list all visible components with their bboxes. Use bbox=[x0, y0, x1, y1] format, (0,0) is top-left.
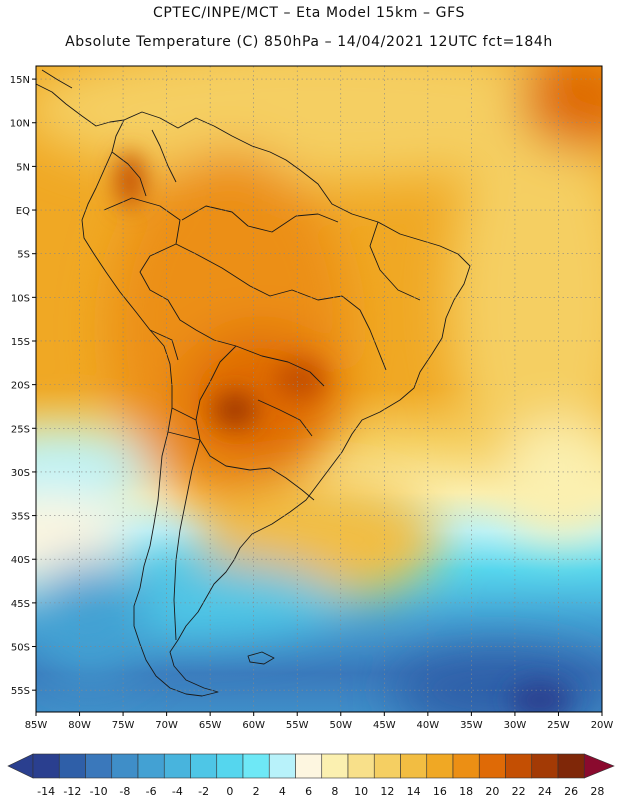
legend-swatch bbox=[479, 754, 505, 778]
longitude-axis: 85W 80W 75W 70W 65W 60W 55W 50W 45W 40W 35W 30W 25W 2… bbox=[25, 712, 614, 731]
legend-swatch bbox=[558, 754, 584, 778]
legend-label: -14 bbox=[37, 785, 55, 798]
legend-label: 18 bbox=[459, 785, 473, 798]
legend-label: 26 bbox=[564, 785, 578, 798]
lat-label: 45S bbox=[11, 599, 30, 610]
legend-label: 2 bbox=[253, 785, 260, 798]
legend-swatch bbox=[59, 754, 85, 778]
legend-swatch bbox=[532, 754, 558, 778]
legend-label: 0 bbox=[226, 785, 233, 798]
latitude-axis: 15N 10N 5N EQ 5S 10S 15S 20S 25S 30S 35S 40S 45S 50S 5… bbox=[10, 75, 36, 697]
lon-label: 70W bbox=[155, 720, 178, 731]
legend-label: 20 bbox=[485, 785, 499, 798]
lat-label: 55S bbox=[11, 686, 30, 697]
legend-label: -10 bbox=[90, 785, 108, 798]
lon-label: 65W bbox=[199, 720, 222, 731]
lat-label: EQ bbox=[16, 206, 30, 217]
lon-label: 50W bbox=[329, 720, 352, 731]
legend-label: 6 bbox=[305, 785, 312, 798]
legend-swatch bbox=[296, 754, 322, 778]
legend-swatch bbox=[374, 754, 400, 778]
lon-label: 60W bbox=[242, 720, 265, 731]
legend-label: 8 bbox=[331, 785, 338, 798]
lat-label: 20S bbox=[11, 381, 30, 392]
lon-label: 55W bbox=[286, 720, 309, 731]
legend-swatch bbox=[191, 754, 217, 778]
legend-label: 28 bbox=[590, 785, 604, 798]
legend-arrow-high bbox=[584, 754, 614, 778]
legend-swatch bbox=[348, 754, 374, 778]
legend-label: -2 bbox=[198, 785, 209, 798]
lon-label: 35W bbox=[460, 720, 483, 731]
legend-swatch bbox=[453, 754, 479, 778]
lon-label: 75W bbox=[112, 720, 135, 731]
legend-swatch bbox=[217, 754, 243, 778]
lat-label: 35S bbox=[11, 512, 30, 523]
legend-arrow-low bbox=[8, 754, 33, 778]
lat-label: 10N bbox=[10, 119, 30, 130]
legend-swatch bbox=[138, 754, 164, 778]
lat-label: 25S bbox=[11, 424, 30, 435]
temperature-map: 15N 10N 5N EQ 5S 10S 15S 20S 25S 30S 35S 40S 45S 50S 5… bbox=[0, 0, 618, 800]
legend-swatch bbox=[269, 754, 295, 778]
lon-label: 30W bbox=[504, 720, 527, 731]
legend-swatch bbox=[322, 754, 348, 778]
lat-label: 40S bbox=[11, 555, 30, 566]
lat-label: 50S bbox=[11, 643, 30, 654]
legend-label: 10 bbox=[354, 785, 368, 798]
legend-label: -4 bbox=[172, 785, 183, 798]
lon-label: 40W bbox=[417, 720, 440, 731]
color-legend: -14 -12 -10 -8 -6 -4 -2 0 2 4 6 8 10 12 14 16 18 20 22 24 26… bbox=[8, 754, 614, 798]
lat-label: 15N bbox=[10, 75, 30, 86]
legend-label: 24 bbox=[538, 785, 552, 798]
legend-swatch bbox=[86, 754, 112, 778]
legend-label: -8 bbox=[119, 785, 130, 798]
legend-label: -6 bbox=[146, 785, 157, 798]
lon-label: 25W bbox=[547, 720, 570, 731]
legend-swatch bbox=[243, 754, 269, 778]
lat-label: 15S bbox=[11, 337, 30, 348]
lat-label: 30S bbox=[11, 468, 30, 479]
legend-label: 16 bbox=[433, 785, 447, 798]
lat-label: 5S bbox=[17, 250, 30, 261]
legend-label: 12 bbox=[380, 785, 394, 798]
legend-label: 4 bbox=[279, 785, 286, 798]
temperature-field bbox=[0, 40, 618, 730]
lon-label: 85W bbox=[25, 720, 48, 731]
legend-swatch bbox=[427, 754, 453, 778]
legend-swatch bbox=[506, 754, 532, 778]
lon-label: 45W bbox=[373, 720, 396, 731]
lon-label: 20W bbox=[591, 720, 614, 731]
legend-swatch bbox=[401, 754, 427, 778]
legend-swatch bbox=[112, 754, 138, 778]
lat-label: 10S bbox=[11, 293, 30, 304]
legend-label: 14 bbox=[407, 785, 421, 798]
lon-label: 80W bbox=[68, 720, 91, 731]
lat-label: 5N bbox=[16, 162, 30, 173]
legend-swatch bbox=[33, 754, 59, 778]
legend-swatch bbox=[164, 754, 190, 778]
legend-label: 22 bbox=[512, 785, 526, 798]
legend-label: -12 bbox=[63, 785, 81, 798]
